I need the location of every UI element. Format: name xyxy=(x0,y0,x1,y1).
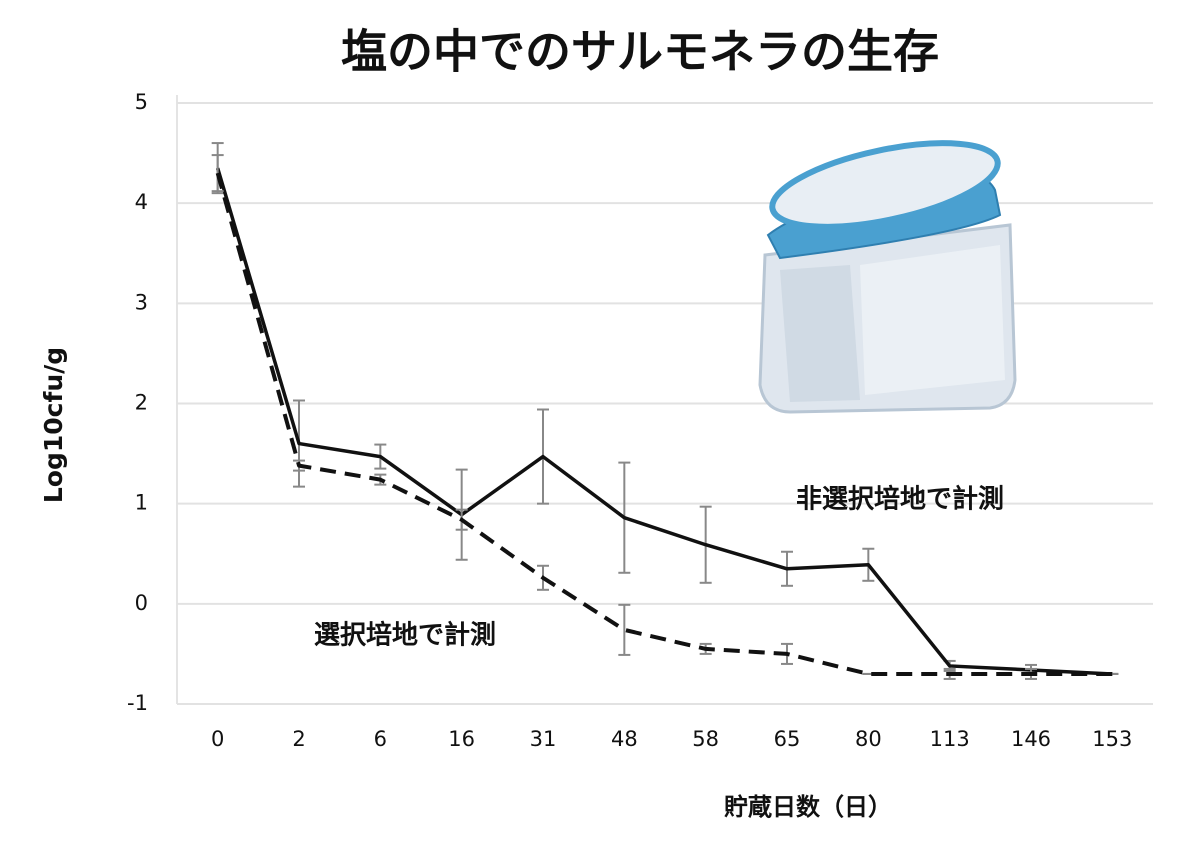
x-tick-label: 65 xyxy=(774,727,801,751)
x-axis-label: 貯蔵日数（日） xyxy=(724,793,892,821)
y-tick-label: 4 xyxy=(135,190,148,214)
y-axis-label: Log10cfu/g xyxy=(39,347,68,503)
plot-area: -1 0 1 2 3 4 5 0 2 6 16 31 48 58 65 80 113 146 153 非選択培地で計測… xyxy=(127,90,1153,751)
y-tick-label: -1 xyxy=(127,691,148,715)
x-tick-label: 31 xyxy=(530,727,557,751)
y-tick-label: 0 xyxy=(135,591,148,615)
x-tick-label: 113 xyxy=(930,727,970,751)
x-tick-label: 80 xyxy=(855,727,882,751)
x-tick-label: 2 xyxy=(292,727,305,751)
x-tick-label: 16 xyxy=(448,727,475,751)
chart-title: 塩の中でのサルモネラの生存 xyxy=(341,25,939,79)
series-label: 非選択培地で計測 xyxy=(796,484,1004,515)
series-label: 選択培地で計測 xyxy=(314,620,496,651)
y-tick-label: 3 xyxy=(135,290,148,314)
error-bar xyxy=(618,603,631,656)
x-tick-label: 153 xyxy=(1092,727,1132,751)
y-tick-label: 5 xyxy=(135,90,148,114)
x-tick-label: 48 xyxy=(611,727,638,751)
series-line xyxy=(215,172,1113,676)
x-tick-label: 6 xyxy=(374,727,387,751)
x-tick-label: 58 xyxy=(692,727,719,751)
x-tick-label: 0 xyxy=(211,727,224,751)
series-line xyxy=(215,167,1113,676)
y-tick-label: 1 xyxy=(135,491,148,515)
y-tick-label: 2 xyxy=(135,391,148,415)
x-tick-label: 146 xyxy=(1011,727,1051,751)
salt-jar xyxy=(758,140,1017,414)
